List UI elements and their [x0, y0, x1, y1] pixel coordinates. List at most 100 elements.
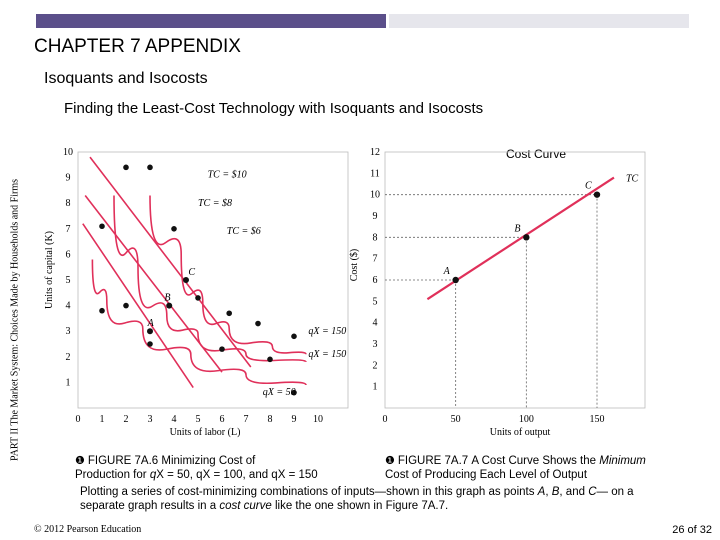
slide-title: CHAPTER 7 APPENDIX [34, 36, 241, 57]
isoquant-x-tick-label: 1 [100, 414, 105, 425]
isoquant-y-tick-label: 8 [66, 198, 71, 209]
isoquant-x-tick-label: 6 [220, 414, 225, 425]
isoquant-y-tick-label: 6 [66, 249, 71, 260]
cost-y-tick-label: 7 [373, 254, 378, 265]
cost-y-tick-label: 11 [370, 168, 380, 179]
cost-point [452, 276, 459, 284]
figure-7a6-title-1: Minimizing Cost of [161, 455, 256, 467]
isoquant-marker [255, 320, 261, 327]
isoquant-marker [99, 307, 105, 314]
isocost-label-6: TC = $6 [227, 226, 261, 237]
cost-point-label: A [443, 266, 451, 277]
cost-y-tick-label: 8 [373, 232, 378, 243]
isocost-label-10: TC = $10 [208, 170, 247, 181]
cost-curve-title: Cost Curve [506, 147, 566, 161]
isoquant-x-tick-label: 4 [172, 414, 177, 425]
figure-number-icon: ❶ [75, 455, 85, 467]
isoquant-x-tick-label: 10 [313, 414, 323, 425]
isoquant-marker [171, 226, 177, 232]
cost-x-tick-label: 100 [519, 414, 534, 425]
point-label-a: A [147, 318, 155, 329]
total-cost-line-label: TC [626, 174, 639, 185]
isocost-label-8: TC = $8 [198, 198, 232, 209]
isoquant-marker [267, 356, 273, 363]
copyright: © 2012 Pearson Education [34, 524, 142, 535]
cost-curve-line: TC [426, 174, 639, 301]
cost-point-label: B [514, 223, 520, 234]
isoquant-optimal-point [183, 277, 189, 283]
isoquant-x-tick-label: 2 [124, 414, 129, 425]
isoquant-curve [91, 259, 307, 386]
point-label-b: B [164, 292, 170, 303]
body-text-part: like the one shown in Figure 7A.7. [271, 500, 449, 512]
isoquant-y-tick-label: 1 [66, 377, 71, 388]
isoquant-optimal-point [147, 328, 153, 335]
body-point-c: C [588, 486, 597, 498]
isoquant-label-150: qX = 150 [308, 326, 346, 337]
cost-curve-y-axis-label: Cost ($) [349, 249, 360, 282]
isoquant-x-tick-label: 0 [76, 414, 81, 425]
figure-7a7-title-2: Cost of Producing Each Level of Output [385, 469, 588, 481]
figure-7a6-number: FIGURE 7A.6 [87, 455, 159, 467]
body-text-part: Plotting a series of cost-minimizing com… [80, 486, 538, 498]
figure-7a7-title-1: A Cost Curve Shows the [471, 455, 597, 467]
figure-7a7-number: FIGURE 7A.7 [397, 455, 469, 467]
isoquant-y-tick-label: 5 [66, 275, 71, 286]
body-cost-curve-italic: cost curve [219, 500, 272, 512]
isoquant-marker [291, 389, 297, 396]
body-point-a: A [537, 486, 546, 498]
isoquant-marker [195, 295, 201, 301]
isoquant-marker [291, 333, 297, 340]
isoquant-y-axis-label: Units of capital (K) [44, 231, 55, 309]
cost-x-tick-label: 0 [383, 414, 388, 425]
header-bar-left [36, 14, 386, 28]
figure-7a6-quantities: X = 50, qX = 100, and qX = 150 [156, 469, 318, 481]
cost-x-tick-label: 50 [451, 414, 461, 425]
isocost-line [82, 223, 194, 388]
isoquant-marker [123, 302, 129, 309]
isoquant-markers [99, 164, 297, 396]
cost-y-tick-label: 12 [370, 147, 380, 158]
isoquant-x-tick-label: 9 [292, 414, 297, 425]
isoquant-y-tick-label: 4 [66, 301, 71, 312]
body-text-part: — on a separate graph results in a [80, 486, 634, 512]
body-sep: , and [559, 486, 589, 498]
cost-point [523, 234, 530, 241]
isoquant-marker [226, 310, 232, 317]
slide-heading: Finding the Least-Cost Technology with I… [64, 100, 484, 117]
isoquant-x-tick-labels: 0 1 2 3 4 5 6 7 8 9 10 [76, 414, 324, 425]
isoquant-y-tick-label: 2 [66, 352, 71, 363]
figure-7a6-qx-label: q [149, 469, 157, 481]
cost-curve-points: A B C [443, 181, 601, 284]
isoquant-curve [113, 195, 307, 363]
cost-y-tick-label: 1 [373, 382, 378, 393]
isoquant-x-axis-label: Units of labor (L) [170, 427, 241, 438]
cost-x-tick-label: 150 [590, 414, 605, 425]
cost-y-tick-label: 5 [373, 296, 378, 307]
cost-y-tick-label: 10 [370, 190, 380, 201]
figure-7a6-title-2: Production for [75, 469, 147, 481]
cost-plot-frame [384, 151, 646, 409]
isoquant-plot-frame [77, 151, 349, 409]
isoquant-label-100: qX = 150 [308, 349, 346, 360]
isoquant-curves [91, 195, 307, 386]
cost-point [593, 191, 601, 198]
cost-curve-guides [385, 194, 598, 408]
isoquant-y-tick-labels: 1 2 3 4 5 6 7 8 9 10 [63, 147, 73, 388]
isoquant-marker [147, 341, 153, 347]
figure-number-icon: ❶ [385, 455, 395, 467]
isoquant-chart-frame [77, 151, 349, 409]
figure-7a6-caption: ❶ FIGURE 7A.6 Minimizing Cost of Producti… [75, 454, 318, 482]
cost-curve-x-tick-labels: 0 50 100 150 [383, 414, 605, 425]
isoquant-marker [99, 223, 105, 230]
body-sep: , [545, 486, 552, 498]
isoquant-optimal-point [166, 302, 173, 309]
isoquant-y-tick-label: 9 [66, 173, 71, 184]
figure-body-text: Plotting a series of cost-minimizing com… [80, 485, 680, 513]
part-sidebar-text: PART II The Market System: Choices Made … [9, 179, 21, 461]
cost-point-label: C [585, 181, 592, 192]
isoquant-y-tick-label: 7 [66, 224, 71, 235]
slide-subtitle: Isoquants and Isocosts [44, 70, 208, 87]
